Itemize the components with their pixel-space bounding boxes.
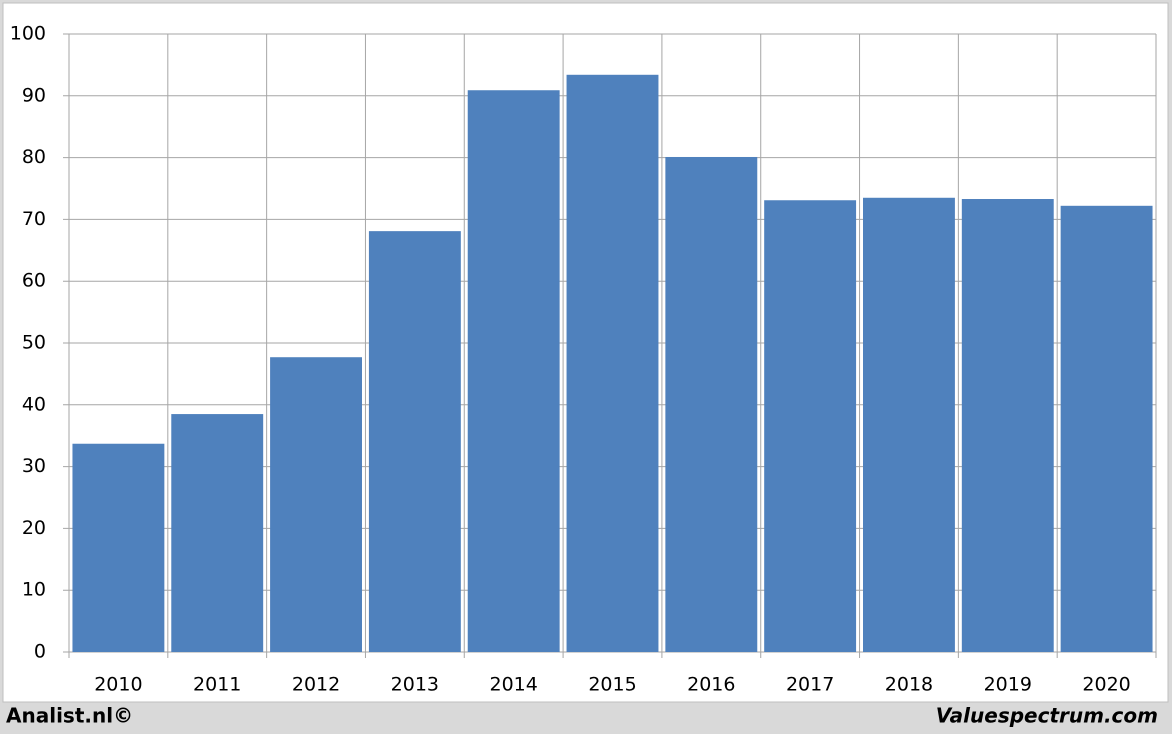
x-tick-label: 2014 bbox=[490, 674, 538, 696]
bar bbox=[863, 197, 955, 652]
x-tick-label: 2013 bbox=[391, 674, 439, 696]
y-tick-label: 0 bbox=[34, 641, 46, 663]
bar bbox=[72, 443, 165, 652]
y-tick-label: 90 bbox=[22, 84, 46, 106]
y-tick-label: 30 bbox=[22, 455, 46, 477]
bar bbox=[961, 199, 1054, 653]
bar bbox=[171, 414, 264, 652]
bar bbox=[566, 74, 659, 652]
bar bbox=[764, 200, 857, 652]
y-tick-label: 70 bbox=[22, 208, 46, 230]
bar bbox=[368, 231, 461, 652]
y-tick-label: 50 bbox=[22, 332, 46, 354]
x-tick-label: 2019 bbox=[984, 674, 1032, 696]
bar bbox=[467, 90, 560, 653]
footer-right: Valuespectrum.com bbox=[936, 704, 1158, 728]
x-tick-label: 2012 bbox=[292, 674, 340, 696]
y-tick-label: 10 bbox=[22, 579, 46, 601]
x-tick-label: 2011 bbox=[193, 674, 241, 696]
x-tick-label: 2010 bbox=[94, 674, 142, 696]
x-tick-label: 2017 bbox=[786, 674, 834, 696]
y-tick-label: 80 bbox=[22, 146, 46, 168]
x-tick-label: 2020 bbox=[1082, 674, 1130, 696]
footer-left: Analist.nl© bbox=[6, 704, 133, 728]
y-tick-label: 20 bbox=[22, 517, 46, 539]
y-tick-label: 40 bbox=[22, 393, 46, 415]
bar bbox=[270, 357, 362, 652]
y-tick-label: 100 bbox=[10, 23, 46, 45]
y-tick-label: 60 bbox=[22, 270, 46, 292]
x-tick-label: 2016 bbox=[687, 674, 735, 696]
bar bbox=[665, 156, 758, 652]
x-tick-label: 2018 bbox=[885, 674, 933, 696]
bar bbox=[1060, 205, 1153, 652]
x-tick-label: 2015 bbox=[588, 674, 636, 696]
